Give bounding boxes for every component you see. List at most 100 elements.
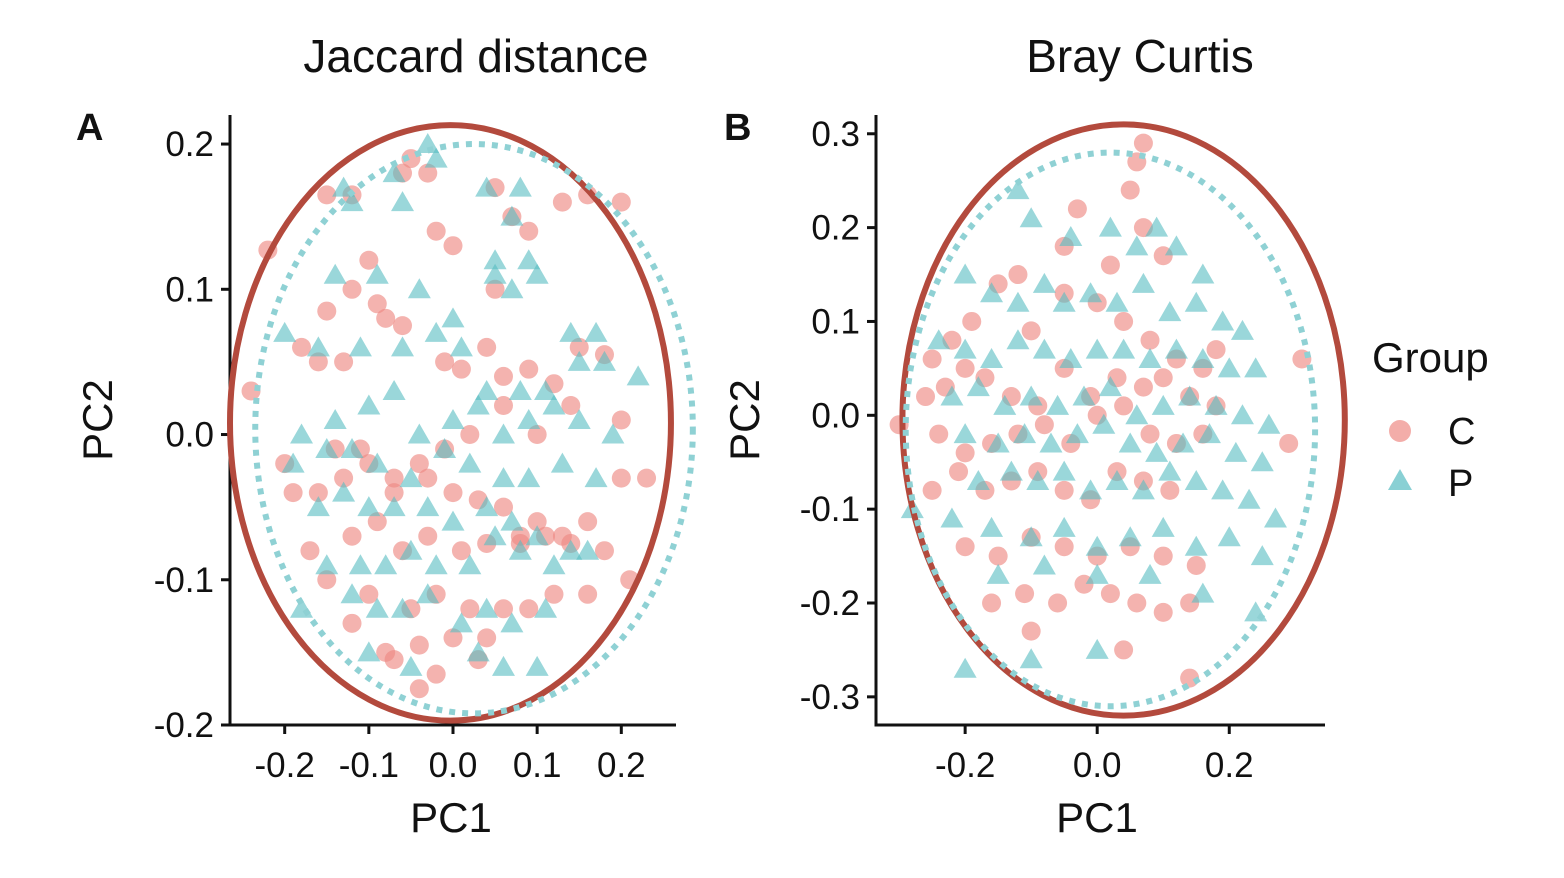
point-p	[1105, 291, 1129, 312]
point-p	[1098, 216, 1122, 237]
legend-title: Group	[1372, 334, 1489, 381]
point-p	[1046, 394, 1070, 415]
point-p	[567, 409, 591, 429]
point-p	[407, 278, 431, 299]
point-p	[1065, 423, 1089, 444]
point-c	[611, 468, 631, 488]
point-p	[508, 539, 532, 560]
point-c	[342, 526, 362, 546]
point-p	[1138, 563, 1162, 584]
point-p	[357, 641, 381, 662]
point-p	[449, 336, 473, 357]
point-p	[1230, 319, 1254, 340]
point-p	[483, 263, 507, 284]
point-c	[300, 541, 320, 561]
point-p	[999, 460, 1023, 481]
point-p	[1217, 357, 1241, 378]
point-p	[407, 423, 431, 444]
point-p	[441, 307, 465, 328]
y-tick-label: -0.3	[800, 678, 860, 717]
point-c	[955, 537, 975, 557]
point-p	[1171, 432, 1195, 453]
point-c	[955, 443, 975, 463]
point-c	[418, 526, 438, 546]
point-p	[1072, 385, 1096, 406]
point-c	[443, 483, 463, 503]
point-p	[500, 278, 524, 299]
point-p	[1178, 385, 1202, 406]
point-p	[332, 481, 356, 502]
point-p	[980, 348, 1004, 368]
y-tick-label: 0.3	[811, 115, 860, 154]
point-p	[1125, 235, 1149, 256]
point-c	[317, 301, 337, 321]
point-p	[306, 336, 330, 357]
point-c	[367, 294, 387, 314]
point-p	[534, 597, 558, 618]
point-p	[433, 438, 457, 459]
point-p	[1026, 470, 1050, 490]
point-p	[542, 554, 566, 575]
point-p	[365, 263, 389, 284]
point-c	[384, 468, 404, 488]
point-c	[493, 366, 513, 386]
point-p	[1098, 376, 1122, 397]
point-c	[1133, 133, 1153, 153]
y-tick-label: -0.2	[154, 706, 214, 745]
point-p	[1250, 545, 1274, 566]
point-c	[334, 352, 354, 372]
point-p	[1013, 423, 1037, 444]
point-c	[426, 221, 446, 241]
point-p	[1131, 272, 1155, 293]
point-c	[451, 359, 471, 379]
point-p	[281, 452, 305, 473]
point-p	[466, 641, 490, 662]
x-tick-label: -0.1	[339, 746, 399, 785]
point-c	[988, 546, 1008, 566]
point-p	[592, 350, 616, 371]
point-c	[929, 424, 949, 444]
point-c	[1120, 180, 1140, 200]
ellipse-p	[902, 149, 1319, 710]
point-c	[435, 352, 455, 372]
point-c	[527, 425, 547, 445]
point-p	[1052, 516, 1076, 537]
point-p	[491, 467, 515, 488]
point-p	[399, 655, 423, 676]
point-p	[1085, 563, 1109, 584]
point-p	[517, 249, 541, 270]
point-c	[1140, 330, 1160, 350]
point-p	[1032, 272, 1056, 293]
point-c	[922, 480, 942, 500]
point-p	[1191, 263, 1215, 284]
point-p	[966, 376, 990, 397]
point-p	[1151, 516, 1175, 537]
point-p	[399, 539, 423, 560]
point-c	[544, 584, 564, 604]
panel-title: Bray Curtis	[1026, 30, 1253, 82]
point-c	[393, 316, 413, 336]
point-p	[1191, 582, 1215, 603]
point-c	[1008, 265, 1028, 285]
point-p	[365, 452, 389, 473]
panel-title: Jaccard distance	[303, 30, 648, 82]
point-p	[382, 496, 406, 517]
point-c	[611, 192, 631, 212]
point-c	[949, 462, 969, 482]
y-tick-label: -0.1	[800, 490, 860, 529]
point-p	[441, 409, 465, 429]
point-c	[552, 192, 572, 212]
point-p	[1244, 357, 1268, 378]
point-p	[1006, 329, 1030, 350]
point-c	[485, 279, 505, 299]
point-p	[306, 496, 330, 517]
y-tick-label: 0.1	[165, 270, 214, 309]
point-c	[1021, 321, 1041, 341]
point-c	[594, 541, 614, 561]
point-p	[953, 423, 977, 444]
point-p	[1184, 291, 1208, 312]
point-p	[534, 379, 558, 400]
point-p	[1019, 526, 1043, 547]
point-p	[475, 496, 499, 517]
point-p	[365, 597, 389, 618]
